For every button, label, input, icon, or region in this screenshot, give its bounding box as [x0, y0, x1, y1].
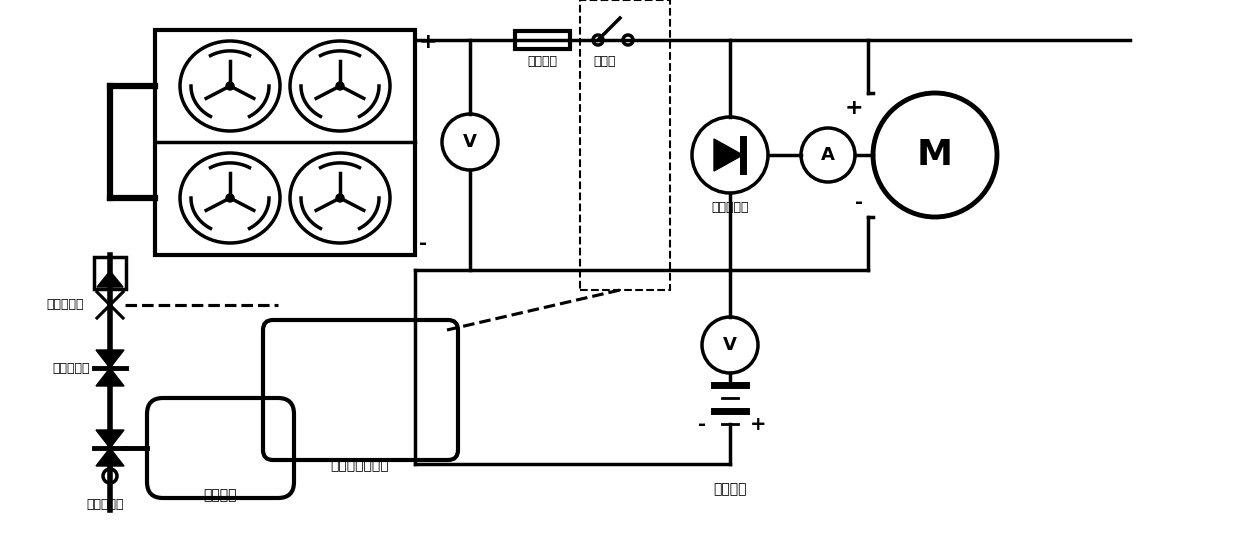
- Text: V: V: [723, 336, 737, 354]
- Polygon shape: [97, 271, 123, 287]
- Bar: [94, 257, 126, 289]
- Text: -: -: [419, 234, 427, 253]
- Text: 锂电池组: 锂电池组: [713, 482, 746, 496]
- Bar: [515, 31, 570, 49]
- Text: 二级减压阀: 二级减压阀: [52, 361, 91, 375]
- Text: M: M: [918, 138, 954, 172]
- Text: 一级减压阀: 一级减压阀: [87, 498, 124, 511]
- Text: -: -: [698, 414, 706, 434]
- Text: 防反二极管: 防反二极管: [712, 201, 749, 214]
- Text: 动力系统控制器: 动力系统控制器: [331, 458, 389, 472]
- Circle shape: [226, 82, 234, 90]
- Text: +: +: [419, 32, 438, 52]
- Polygon shape: [95, 430, 124, 448]
- Text: +: +: [750, 414, 766, 434]
- Text: +: +: [844, 98, 863, 118]
- Bar: [155, 30, 415, 255]
- Circle shape: [226, 194, 234, 202]
- Polygon shape: [714, 139, 743, 171]
- Polygon shape: [95, 448, 124, 466]
- Text: 高压氢罐: 高压氢罐: [203, 488, 237, 502]
- Text: 继电器: 继电器: [594, 55, 616, 68]
- Text: V: V: [463, 133, 477, 151]
- Polygon shape: [95, 368, 124, 386]
- Bar: [580, 0, 670, 290]
- Text: 氢进电磁阀: 氢进电磁阀: [47, 299, 84, 312]
- Polygon shape: [95, 350, 124, 368]
- Text: -: -: [856, 193, 863, 212]
- Circle shape: [336, 82, 343, 90]
- Text: 功率电阻: 功率电阻: [527, 55, 557, 68]
- Circle shape: [336, 194, 343, 202]
- Text: A: A: [821, 146, 835, 164]
